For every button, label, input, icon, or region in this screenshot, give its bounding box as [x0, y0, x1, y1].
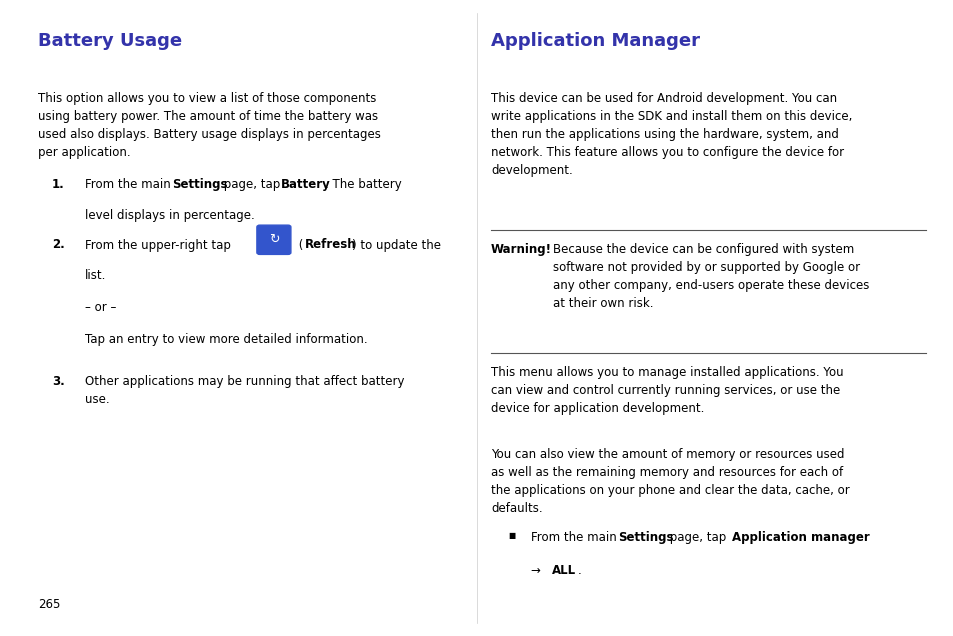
- Text: . The battery: . The battery: [325, 178, 401, 191]
- Text: Refresh: Refresh: [305, 238, 356, 251]
- Text: From the main: From the main: [530, 531, 619, 544]
- Text: Settings: Settings: [617, 531, 673, 544]
- Text: Because the device can be configured with system
software not provided by or sup: Because the device can be configured wit…: [552, 243, 868, 310]
- Text: You can also view the amount of memory or resources used
as well as the remainin: You can also view the amount of memory o…: [491, 448, 849, 515]
- Text: list.: list.: [85, 269, 107, 282]
- Text: Application Manager: Application Manager: [491, 32, 700, 50]
- Text: 265: 265: [38, 598, 60, 611]
- Text: 3.: 3.: [51, 375, 65, 388]
- Text: Tap an entry to view more detailed information.: Tap an entry to view more detailed infor…: [85, 333, 367, 345]
- Text: →: →: [530, 564, 544, 577]
- FancyBboxPatch shape: [256, 225, 291, 254]
- Text: page, tap: page, tap: [665, 531, 729, 544]
- Text: This device can be used for Android development. You can
write applications in t: This device can be used for Android deve…: [491, 92, 852, 177]
- Text: This option allows you to view a list of those components
using battery power. T: This option allows you to view a list of…: [38, 92, 380, 159]
- Text: 1.: 1.: [51, 178, 65, 191]
- Text: ) to update the: ) to update the: [352, 238, 441, 251]
- Text: level displays in percentage.: level displays in percentage.: [85, 209, 254, 221]
- Text: ↻: ↻: [269, 233, 279, 246]
- Text: Settings: Settings: [172, 178, 227, 191]
- Text: Application manager: Application manager: [731, 531, 869, 544]
- Text: Battery: Battery: [280, 178, 330, 191]
- Text: – or –: – or –: [85, 301, 116, 314]
- Text: (: (: [294, 238, 303, 251]
- Text: From the main: From the main: [85, 178, 174, 191]
- Text: ■: ■: [508, 531, 515, 540]
- Text: Battery Usage: Battery Usage: [38, 32, 182, 50]
- Text: ALL: ALL: [551, 564, 575, 577]
- Text: Warning!: Warning!: [491, 243, 552, 256]
- Text: page, tap: page, tap: [220, 178, 284, 191]
- Text: From the upper-right tap: From the upper-right tap: [85, 238, 231, 251]
- Text: Other applications may be running that affect battery
use.: Other applications may be running that a…: [85, 375, 404, 406]
- Text: .: .: [578, 564, 581, 577]
- Text: This menu allows you to manage installed applications. You
can view and control : This menu allows you to manage installed…: [491, 366, 842, 415]
- Text: 2.: 2.: [51, 238, 65, 251]
